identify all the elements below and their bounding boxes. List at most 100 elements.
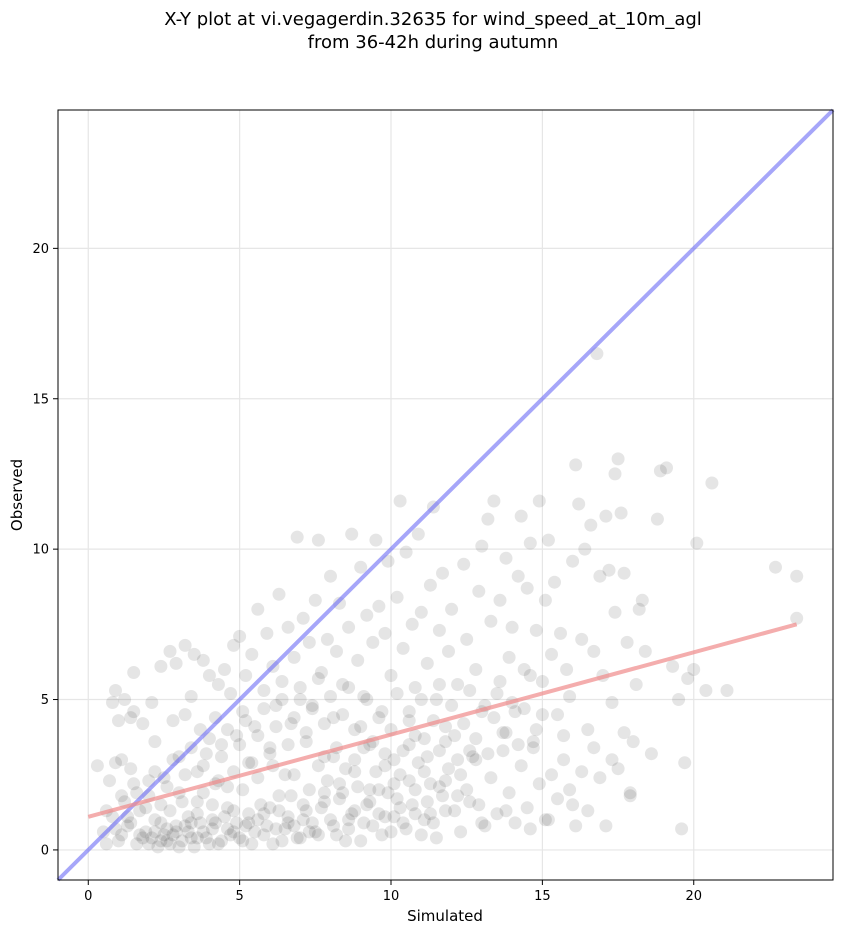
- scatter-point: [199, 831, 213, 845]
- scatter-point: [160, 822, 174, 836]
- scatter-point: [769, 560, 782, 574]
- scatter-point: [351, 653, 365, 667]
- scatter-point: [481, 747, 495, 761]
- scatter-point: [202, 837, 216, 851]
- scatter-point: [472, 798, 486, 812]
- scatter-point: [535, 675, 549, 688]
- scatter-point: [569, 458, 583, 472]
- scatter-point: [599, 509, 613, 523]
- scatter-point: [333, 792, 346, 806]
- x-tick-label: 5: [236, 889, 244, 904]
- scatter-point: [233, 629, 247, 643]
- scatter-point: [236, 834, 250, 848]
- scatter-point: [221, 801, 234, 815]
- scatter-point: [381, 786, 395, 800]
- scatter-point: [103, 774, 116, 788]
- scatter-point: [178, 768, 192, 782]
- scatter-point: [166, 714, 180, 728]
- scatter-point: [366, 819, 380, 833]
- scatter-point: [520, 581, 534, 595]
- scatter-point: [448, 804, 462, 818]
- scatter-point: [205, 813, 219, 827]
- x-tick-label: 10: [383, 889, 400, 904]
- regression-line: [87, 622, 798, 819]
- scatter-point: [605, 696, 619, 709]
- scatter-point: [305, 699, 319, 712]
- scatter-point: [121, 819, 135, 833]
- scatter-point: [563, 690, 577, 703]
- scatter-point: [454, 825, 468, 839]
- scatter-point: [314, 666, 328, 679]
- scatter-point: [342, 813, 356, 827]
- scatter-point: [417, 813, 431, 827]
- scatter-point: [572, 497, 586, 511]
- scatter-point: [496, 744, 510, 758]
- scatter-point: [414, 605, 428, 619]
- scatter-point: [436, 789, 449, 803]
- scatter-point: [293, 693, 307, 706]
- scatter-point: [499, 804, 513, 818]
- scatter-point: [357, 690, 371, 703]
- scatter-point: [184, 831, 198, 845]
- scatter-point: [523, 822, 537, 836]
- x-tick-label: 20: [685, 889, 702, 904]
- scatter-point: [293, 681, 307, 694]
- scatter-point: [311, 533, 325, 547]
- scatter-point: [178, 819, 192, 833]
- scatter-point: [445, 699, 459, 712]
- scatter-point: [190, 831, 204, 845]
- scatter-point: [566, 798, 580, 812]
- scatter-point: [327, 711, 340, 725]
- scatter-point: [523, 536, 537, 550]
- y-axis-label: Observed: [8, 459, 26, 531]
- scatter-point: [566, 554, 580, 568]
- scatter-point: [378, 759, 392, 773]
- scatter-point: [575, 632, 589, 646]
- scatter-point: [790, 569, 804, 583]
- scatter-point: [154, 834, 168, 848]
- scatter-point: [387, 753, 401, 767]
- scatter-point: [653, 464, 667, 478]
- scatter-point: [236, 783, 250, 797]
- scatter-point: [127, 777, 141, 791]
- scatter-point: [439, 804, 452, 818]
- scatter-point: [196, 786, 210, 800]
- y-tick-label: 0: [41, 843, 49, 858]
- scatter-point: [181, 825, 195, 839]
- scatter-point: [511, 569, 525, 583]
- scatter-point: [308, 593, 322, 607]
- scatter-point: [208, 816, 222, 830]
- scatter-point: [254, 798, 268, 812]
- scatter-point: [166, 828, 180, 842]
- scatter-point: [339, 834, 353, 848]
- scatter-point: [644, 747, 658, 761]
- scatter-point: [193, 816, 207, 830]
- scatter-point: [317, 795, 331, 809]
- scatter-point: [357, 816, 371, 830]
- x-axis-ticks: 0 5 10 15 20: [84, 880, 702, 904]
- scatter-point: [399, 545, 413, 559]
- scatter-point: [115, 828, 129, 842]
- scatter-point: [211, 837, 225, 851]
- scatter-point: [287, 819, 301, 833]
- scatter-point: [178, 638, 192, 652]
- scatter-point: [487, 711, 501, 725]
- scatter-point: [342, 681, 356, 694]
- scatter-point: [269, 699, 283, 712]
- scatter-point: [499, 726, 513, 740]
- scatter-point: [532, 777, 546, 791]
- scatter-point: [257, 702, 271, 716]
- scatter-point: [375, 828, 389, 842]
- scatter-point: [660, 461, 673, 475]
- scatter-point: [499, 551, 513, 565]
- scatter-point: [190, 795, 204, 809]
- scatter-point: [314, 801, 328, 815]
- scatter-point: [593, 771, 607, 785]
- scatter-point: [281, 620, 295, 634]
- scatter-point: [451, 678, 465, 691]
- scatter-point: [178, 708, 192, 722]
- scatter-point: [99, 837, 113, 851]
- plot-area: [57, 109, 834, 881]
- scatter-point: [790, 611, 804, 625]
- scatter-point: [460, 783, 474, 797]
